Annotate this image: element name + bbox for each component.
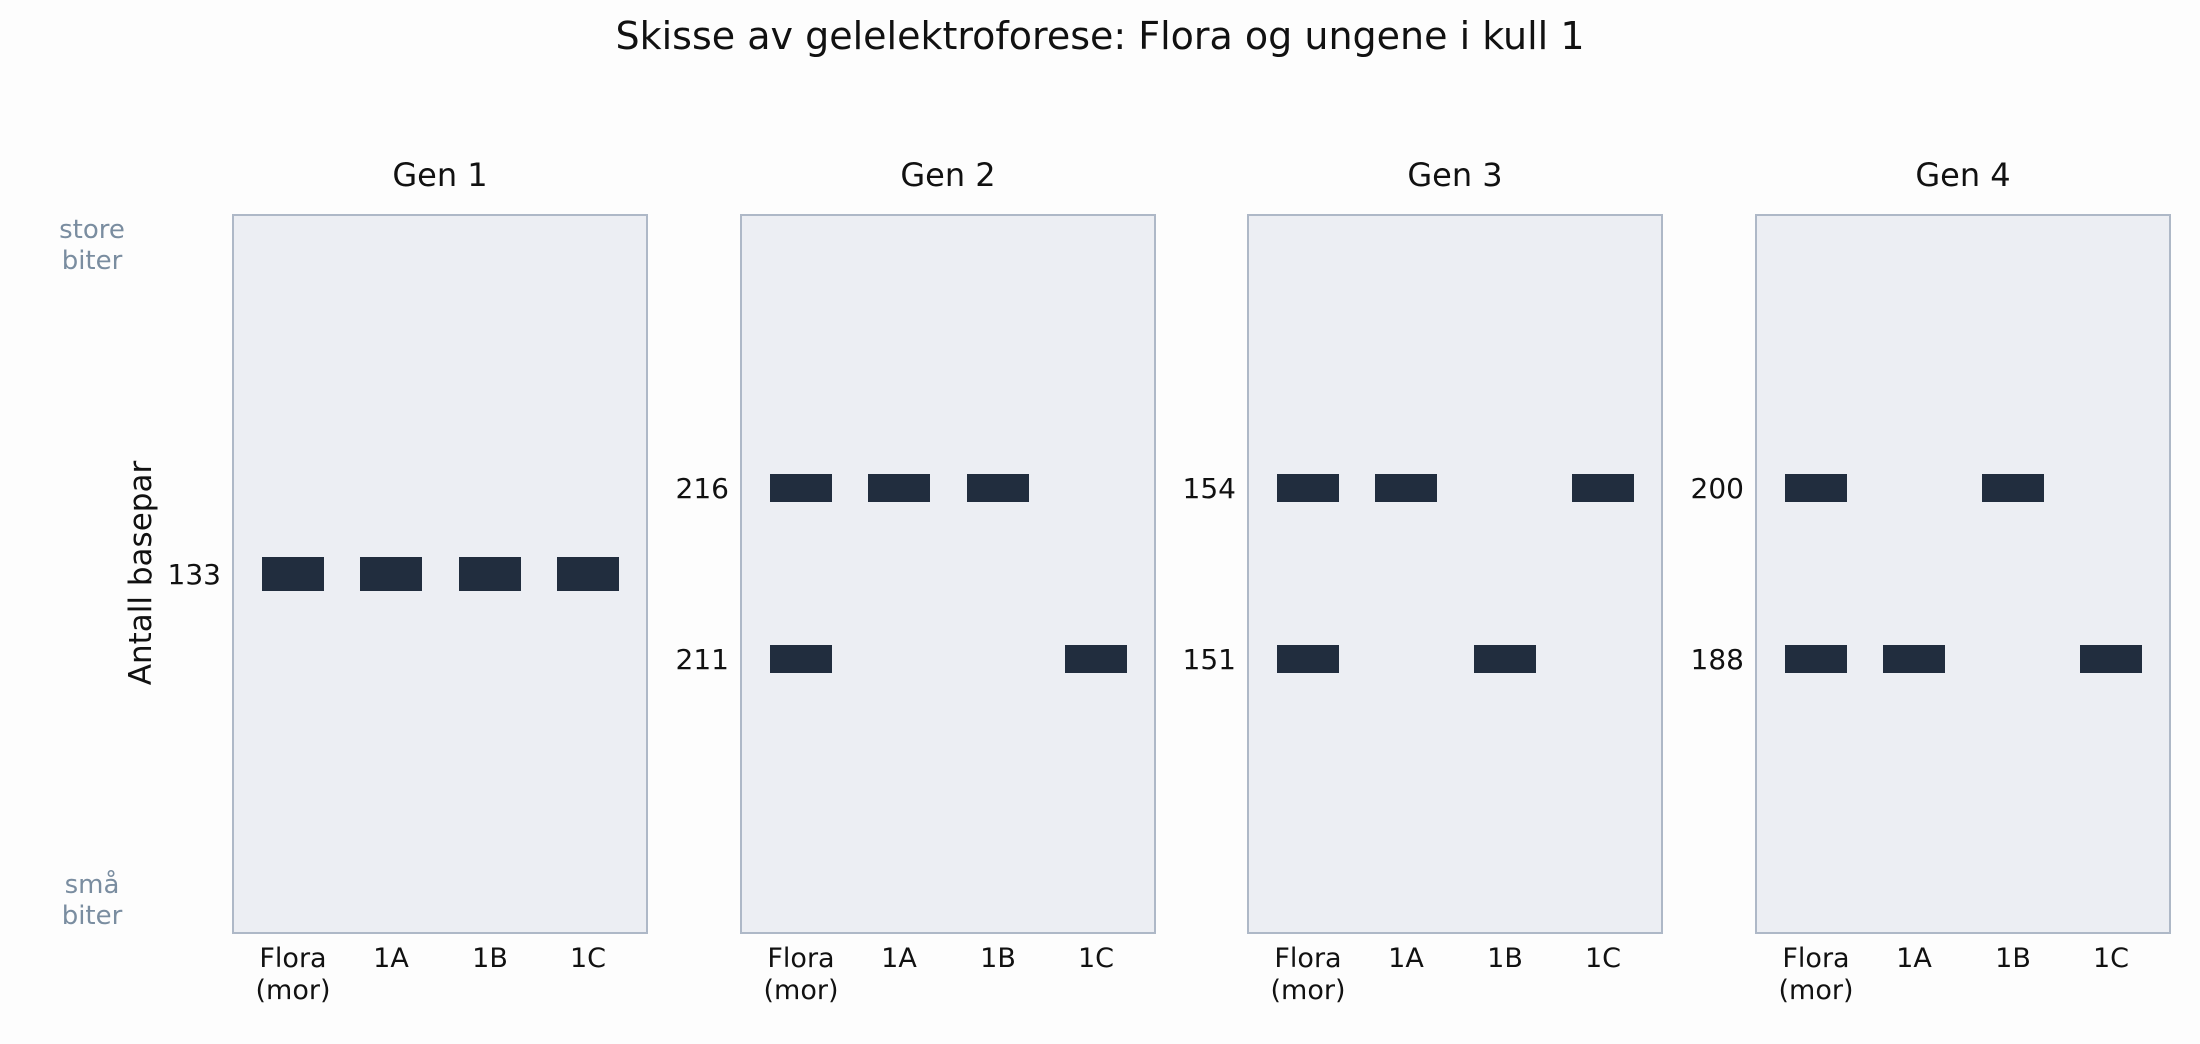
lane-label: 1C — [1585, 943, 1621, 974]
gene-title: Gen 4 — [1915, 156, 2010, 194]
lane-label: 1C — [1078, 943, 1114, 974]
lane-label: (mor) — [256, 975, 331, 1006]
bp-tick-label: 188 — [1691, 643, 1744, 676]
gel-panel — [1247, 214, 1663, 934]
lane-label: 1C — [570, 943, 606, 974]
gel-band — [1474, 645, 1536, 673]
gene-panel-1: Gen 1 133 Flora(mor) 1A 1B 1C — [168, 156, 648, 1006]
y-hint-top-1: biter — [62, 246, 123, 276]
gene-panel-3: Gen 3 154 151 Flora(mor) 1A 1B 1C — [1183, 156, 1663, 1006]
gel-band — [1883, 645, 1945, 673]
gel-band — [1065, 645, 1127, 673]
gel-band — [262, 557, 324, 591]
gel-band — [1785, 645, 1847, 673]
chart-title: Skisse av gelelektroforese: Flora og ung… — [616, 14, 1585, 58]
gel-band — [2080, 645, 2142, 673]
gel-panel — [740, 214, 1156, 934]
gene-panel-2: Gen 2 216 211 Flora(mor) 1A 1B 1C — [676, 156, 1156, 1006]
gel-band — [1785, 474, 1847, 502]
y-hint-bottom-1: biter — [62, 901, 123, 931]
bp-tick-label: 216 — [676, 472, 729, 505]
y-hint-bottom-0: små — [65, 869, 120, 900]
y-axis-label: Antall basepar — [123, 461, 159, 686]
lane-label: Flora — [767, 943, 834, 974]
lane-label: Flora — [259, 943, 326, 974]
gene-title: Gen 1 — [392, 156, 487, 194]
gel-panel — [1755, 214, 2171, 934]
lane-label: 1B — [1487, 943, 1523, 974]
bp-tick-label: 151 — [1183, 643, 1236, 676]
gel-band — [360, 557, 422, 591]
lane-label: 1A — [1388, 943, 1424, 974]
gel-band — [459, 557, 521, 591]
bp-tick-label: 133 — [168, 558, 221, 591]
lane-label: (mor) — [1779, 975, 1854, 1006]
y-hint-top-0: store — [59, 215, 125, 245]
lane-label: Flora — [1274, 943, 1341, 974]
lane-label: (mor) — [764, 975, 839, 1006]
gel-band — [868, 474, 930, 502]
gel-band — [1982, 474, 2044, 502]
lane-label: Flora — [1782, 943, 1849, 974]
lane-label: 1B — [472, 943, 508, 974]
lane-label: 1A — [1896, 943, 1932, 974]
gel-band — [1572, 474, 1634, 502]
gel-band — [770, 474, 832, 502]
lane-label: 1B — [980, 943, 1016, 974]
gel-band — [557, 557, 619, 591]
lane-label: 1A — [373, 943, 409, 974]
gel-band — [1375, 474, 1437, 502]
lane-label: 1A — [881, 943, 917, 974]
gel-band — [1277, 645, 1339, 673]
lane-label: 1B — [1995, 943, 2031, 974]
lane-label: (mor) — [1271, 975, 1346, 1006]
bp-tick-label: 200 — [1691, 472, 1744, 505]
gel-band — [1277, 474, 1339, 502]
gene-panel-4: Gen 4 200 188 Flora(mor) 1A 1B 1C — [1691, 156, 2171, 1006]
gene-title: Gen 2 — [900, 156, 995, 194]
gene-title: Gen 3 — [1407, 156, 1502, 194]
gel-band — [967, 474, 1029, 502]
bp-tick-label: 211 — [676, 643, 729, 676]
gel-band — [770, 645, 832, 673]
bp-tick-label: 154 — [1183, 472, 1236, 505]
lane-label: 1C — [2093, 943, 2129, 974]
